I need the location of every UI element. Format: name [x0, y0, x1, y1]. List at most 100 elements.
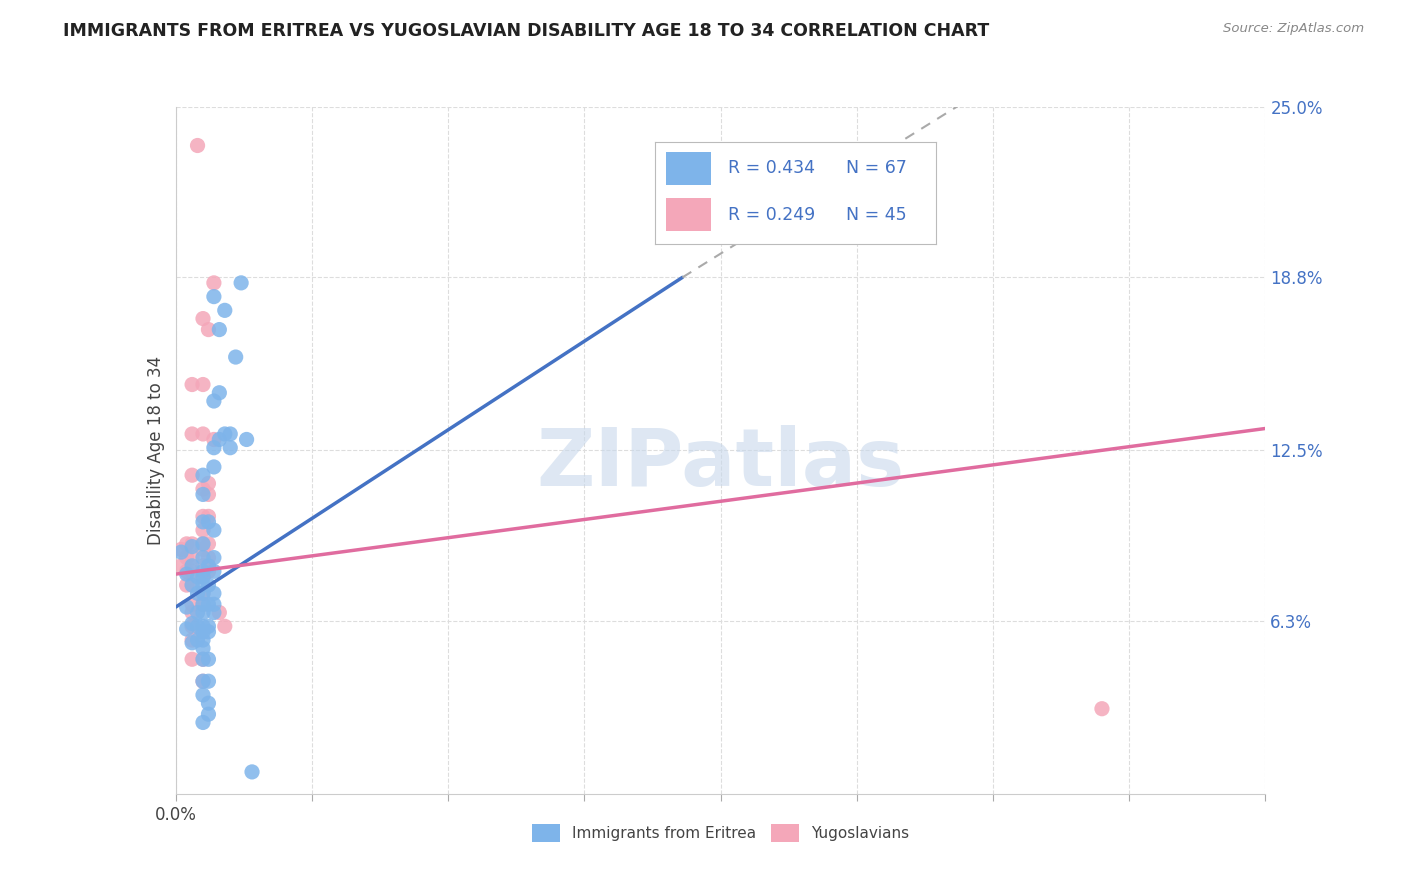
Text: N = 67: N = 67 — [846, 160, 907, 178]
Point — [191, 674, 214, 689]
Y-axis label: Disability Age 18 to 34: Disability Age 18 to 34 — [146, 356, 165, 545]
Point — [191, 688, 214, 702]
Point — [197, 674, 219, 689]
Point — [235, 433, 257, 447]
Point — [191, 570, 214, 584]
Point — [214, 619, 236, 633]
Point — [197, 515, 219, 529]
Point — [197, 696, 219, 710]
Point — [181, 377, 204, 392]
Point — [181, 652, 204, 666]
Bar — [666, 198, 711, 231]
Point — [181, 616, 204, 631]
Text: R = 0.249: R = 0.249 — [728, 206, 815, 224]
Point — [191, 606, 214, 620]
Point — [202, 586, 225, 600]
Point — [202, 597, 225, 611]
Point — [181, 578, 204, 592]
Point — [191, 652, 214, 666]
Point — [197, 509, 219, 524]
Point — [208, 322, 231, 336]
Point — [191, 586, 214, 600]
Point — [191, 377, 214, 392]
Point — [181, 619, 204, 633]
Point — [202, 276, 225, 290]
Point — [191, 578, 214, 592]
Point — [181, 597, 204, 611]
Point — [197, 707, 219, 722]
Point — [197, 550, 219, 565]
Point — [202, 290, 225, 304]
Text: Source: ZipAtlas.com: Source: ZipAtlas.com — [1223, 22, 1364, 36]
Point — [197, 487, 219, 501]
Point — [197, 322, 219, 336]
Point — [170, 558, 193, 573]
Point — [176, 565, 198, 579]
Point — [191, 550, 214, 565]
Point — [191, 542, 214, 557]
Point — [219, 427, 242, 442]
Point — [197, 476, 219, 491]
Point — [197, 619, 219, 633]
Point — [191, 619, 214, 633]
Point — [197, 578, 219, 592]
Point — [197, 624, 219, 639]
Point — [191, 468, 214, 483]
Point — [181, 550, 204, 565]
Text: ZIPatlas: ZIPatlas — [537, 425, 904, 503]
Point — [214, 303, 236, 318]
Point — [170, 545, 193, 559]
Point — [197, 565, 219, 579]
Point — [208, 606, 231, 620]
Point — [202, 459, 225, 474]
Point — [181, 636, 204, 650]
Point — [191, 624, 214, 639]
Point — [176, 567, 198, 582]
Point — [186, 570, 209, 584]
Point — [186, 619, 209, 633]
Point — [202, 441, 225, 455]
Point — [176, 537, 198, 551]
Point — [191, 537, 214, 551]
Point — [202, 433, 225, 447]
Point — [202, 565, 225, 579]
Point — [191, 537, 214, 551]
Point — [197, 597, 219, 611]
Point — [191, 515, 214, 529]
Text: N = 45: N = 45 — [846, 206, 907, 224]
Point — [197, 652, 219, 666]
Point — [202, 550, 225, 565]
Point — [225, 350, 247, 364]
Point — [191, 487, 214, 501]
Point — [186, 138, 209, 153]
Point — [191, 597, 214, 611]
Text: R = 0.434: R = 0.434 — [728, 160, 815, 178]
Point — [176, 600, 198, 615]
Point — [191, 633, 214, 648]
Point — [208, 433, 231, 447]
Point — [181, 558, 204, 573]
Text: IMMIGRANTS FROM ERITREA VS YUGOSLAVIAN DISABILITY AGE 18 TO 34 CORRELATION CHART: IMMIGRANTS FROM ERITREA VS YUGOSLAVIAN D… — [63, 22, 990, 40]
Point — [176, 578, 198, 592]
Point — [181, 427, 204, 442]
Point — [710, 194, 733, 208]
Point — [191, 674, 214, 689]
Bar — [666, 152, 711, 185]
Point — [186, 633, 209, 648]
Point — [191, 482, 214, 496]
Point — [202, 394, 225, 409]
Point — [219, 441, 242, 455]
Point — [231, 276, 253, 290]
Point — [191, 570, 214, 584]
Point — [191, 597, 214, 611]
Point — [191, 586, 214, 600]
Point — [214, 427, 236, 442]
Point — [186, 606, 209, 620]
Point — [197, 558, 219, 573]
Point — [191, 509, 214, 524]
Point — [1091, 702, 1114, 716]
Point — [170, 542, 193, 557]
Point — [181, 468, 204, 483]
Point — [191, 652, 214, 666]
Point — [186, 586, 209, 600]
